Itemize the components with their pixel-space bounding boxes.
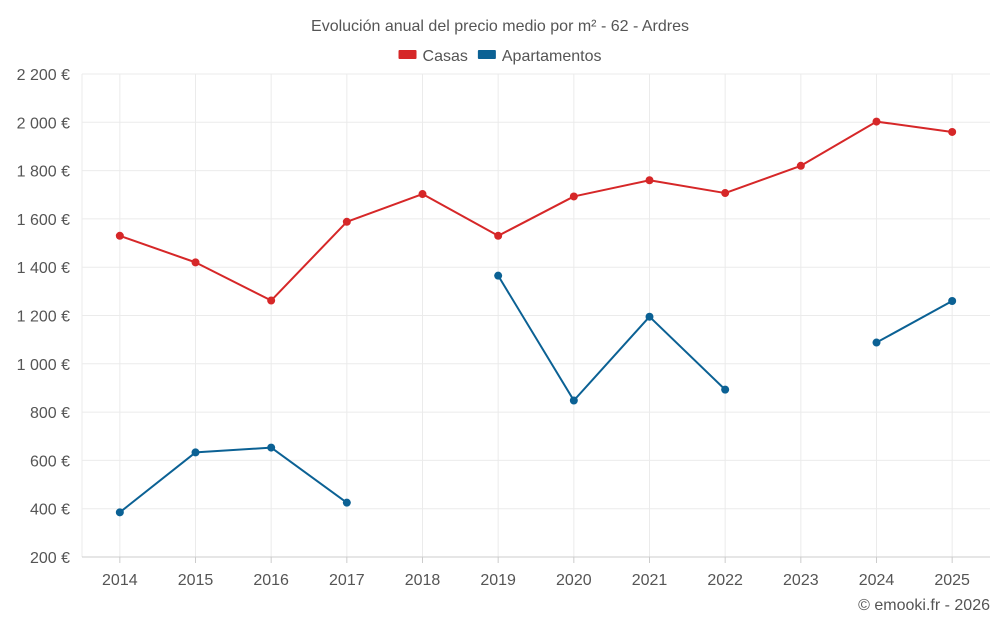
chart-title: Evolución anual del precio medio por m² … xyxy=(311,18,689,35)
series-line xyxy=(119,446,348,514)
y-tick-label: 1 400 € xyxy=(17,260,70,277)
data-point xyxy=(267,443,276,452)
legend-label: Apartamentos xyxy=(502,48,602,65)
data-point xyxy=(342,217,351,226)
y-tick-label: 1 800 € xyxy=(17,164,70,181)
x-tick-label: 2019 xyxy=(480,572,516,589)
data-point xyxy=(494,231,503,240)
data-point xyxy=(191,448,200,457)
data-point xyxy=(267,296,276,305)
y-tick-label: 600 € xyxy=(30,453,70,470)
data-point xyxy=(872,117,881,126)
data-point xyxy=(342,498,351,507)
legend-item: Casas xyxy=(398,48,468,65)
data-point xyxy=(948,127,957,136)
x-tick-label: 2020 xyxy=(556,572,592,589)
legend-swatch xyxy=(477,50,496,59)
x-tick-label: 2017 xyxy=(329,572,365,589)
credit-text: © emooki.fr - 2026 xyxy=(858,597,990,614)
data-point xyxy=(494,271,503,280)
data-point xyxy=(569,192,578,201)
series-line xyxy=(119,120,953,302)
x-tick-label: 2014 xyxy=(102,572,138,589)
x-tick-label: 2015 xyxy=(178,572,214,589)
series-layer xyxy=(115,117,957,517)
data-point xyxy=(569,396,578,405)
legend-swatch xyxy=(398,50,417,59)
y-tick-label: 800 € xyxy=(30,405,70,422)
y-tick-label: 1 000 € xyxy=(17,357,70,374)
legend-item: Apartamentos xyxy=(477,48,602,65)
series-line xyxy=(876,300,953,344)
x-tick-label: 2018 xyxy=(405,572,441,589)
x-tick-label: 2022 xyxy=(707,572,743,589)
y-tick-label: 200 € xyxy=(30,550,70,567)
x-tick-label: 2023 xyxy=(783,572,819,589)
y-tick-label: 2 200 € xyxy=(17,67,70,84)
data-point xyxy=(645,176,654,185)
y-tick-label: 400 € xyxy=(30,502,70,519)
data-point xyxy=(115,508,124,517)
data-point xyxy=(948,297,957,306)
legend-label: Casas xyxy=(423,48,468,65)
series-line xyxy=(497,275,726,402)
data-point xyxy=(645,312,654,321)
data-point xyxy=(191,258,200,267)
data-point xyxy=(721,189,730,198)
y-tick-label: 1 200 € xyxy=(17,309,70,326)
x-tick-label: 2021 xyxy=(632,572,668,589)
x-tick-label: 2025 xyxy=(934,572,970,589)
x-axis: 2014 2015 2016 2017 2018 2019 2020 2021 2022 2023… xyxy=(82,556,990,589)
grid-lines xyxy=(82,73,990,557)
x-tick-label: 2016 xyxy=(253,572,289,589)
data-point xyxy=(115,231,124,240)
y-tick-label: 1 600 € xyxy=(17,212,70,229)
x-tick-label: 2024 xyxy=(859,572,895,589)
y-tick-label: 2 000 € xyxy=(17,115,70,132)
data-point xyxy=(418,190,427,199)
data-point xyxy=(796,161,805,170)
y-axis: 200 € 400 € 600 € 800 € 1 000 € 1 200 € 1 400 … xyxy=(17,67,83,567)
series-apartamentos xyxy=(115,271,957,517)
series-casas xyxy=(115,117,957,305)
legend: Casas Apartamentos xyxy=(398,48,602,65)
data-point xyxy=(721,385,730,394)
data-point xyxy=(872,338,881,347)
